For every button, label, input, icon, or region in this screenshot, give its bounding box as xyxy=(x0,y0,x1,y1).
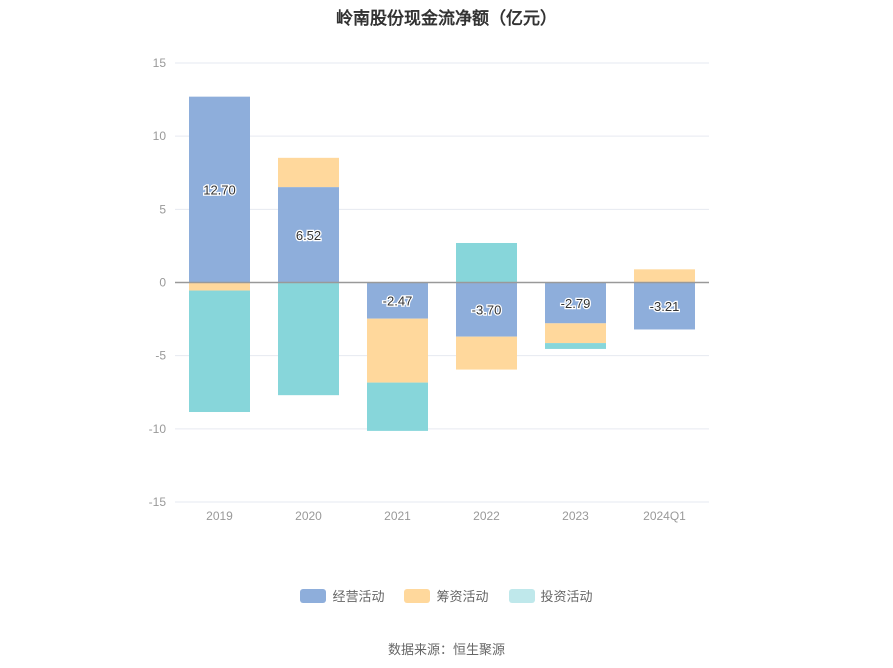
x-tick-label: 2019 xyxy=(206,509,233,523)
bar-financing-2019 xyxy=(189,282,250,291)
cash-flow-chart: 15 10 5 0 -5 -10 -15 2019 2020 2021 2022 2023 2024Q1… xyxy=(149,56,709,523)
legend-item-financing[interactable]: 筹资活动 xyxy=(404,586,489,605)
y-tick-label: -5 xyxy=(155,349,166,363)
y-tick-label: -10 xyxy=(149,422,167,436)
bar-investing-2023 xyxy=(545,343,606,349)
bar-financing-2022 xyxy=(456,336,517,370)
bar-financing-2020 xyxy=(278,157,339,188)
bar-operating-2024Q1 xyxy=(634,282,695,330)
legend-swatch-operating xyxy=(300,588,327,603)
bar-financing-2023 xyxy=(545,323,606,344)
y-tick-label: 15 xyxy=(153,56,167,70)
legend-item-investing[interactable]: 投资活动 xyxy=(508,586,593,605)
y-tick-label: 5 xyxy=(159,202,166,216)
x-tick-label: 2021 xyxy=(384,509,411,523)
legend-label-operating: 经营活动 xyxy=(332,589,385,604)
bar-investing-2021 xyxy=(367,382,428,431)
bar-investing-2019 xyxy=(189,290,250,413)
legend-label-investing: 投资活动 xyxy=(540,589,593,604)
data-label-operating: -2.47 xyxy=(383,294,413,309)
bar-operating-2020 xyxy=(278,187,339,283)
chart-title: 岭南股份现金流净额（亿元） xyxy=(336,9,557,28)
data-source: 数据来源：恒生聚源 xyxy=(387,642,505,657)
legend-label-financing: 筹资活动 xyxy=(436,589,489,604)
bar-operating-2022 xyxy=(456,282,517,337)
bar-operating-2023 xyxy=(545,282,606,324)
legend-swatch-financing xyxy=(404,588,431,603)
data-label-operating: 12.70 xyxy=(203,183,236,198)
legend: 经营活动 筹资活动 投资活动 xyxy=(0,586,893,605)
y-tick-label: 0 xyxy=(159,276,166,290)
data-label-operating: 6.52 xyxy=(296,228,321,243)
bar-investing-2022 xyxy=(456,242,517,283)
x-tick-label: 2022 xyxy=(473,509,500,523)
y-tick-label: 10 xyxy=(153,129,167,143)
legend-item-operating[interactable]: 经营活动 xyxy=(300,586,384,605)
data-label-operating: -3.70 xyxy=(472,303,502,318)
x-tick-label: 2023 xyxy=(562,509,589,523)
bar-financing-2021 xyxy=(367,318,428,383)
bar-operating-2019 xyxy=(189,96,250,283)
data-label-operating: -2.79 xyxy=(561,296,591,311)
data-label-operating: -3.21 xyxy=(650,299,680,314)
x-tick-label: 2020 xyxy=(295,509,322,523)
bar-financing-2024Q1 xyxy=(634,269,695,283)
legend-swatch-investing xyxy=(508,588,535,603)
bar-investing-2020 xyxy=(278,282,339,396)
bar-operating-2021 xyxy=(367,282,428,319)
x-tick-label: 2024Q1 xyxy=(643,509,686,523)
y-tick-label: -15 xyxy=(149,495,167,509)
